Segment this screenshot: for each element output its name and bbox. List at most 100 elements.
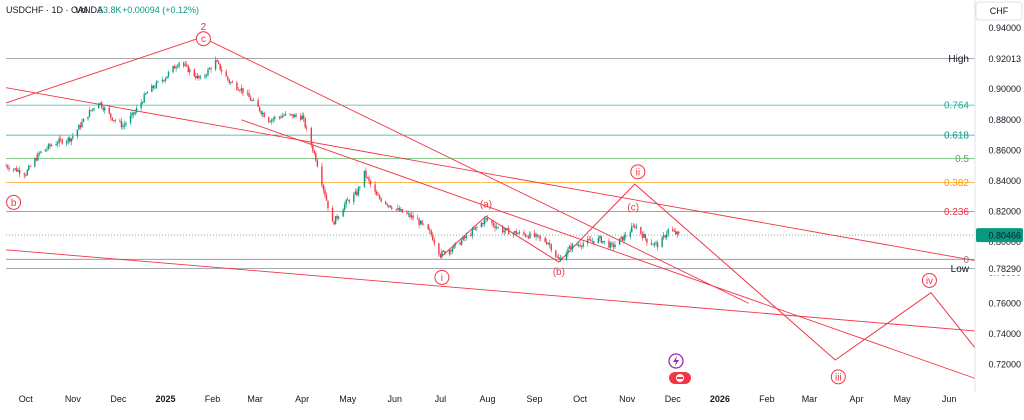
candle-body bbox=[199, 77, 202, 79]
y-tick-label: 0.86000 bbox=[988, 145, 1021, 155]
candle-body bbox=[471, 229, 473, 236]
candle-body bbox=[120, 121, 123, 128]
x-tick-label: Jun bbox=[942, 394, 957, 404]
candle-body bbox=[99, 102, 101, 104]
candle-body bbox=[184, 64, 186, 66]
candle-body bbox=[678, 231, 680, 234]
y-tick-label: 0.84000 bbox=[988, 176, 1021, 186]
y-tick-label: 0.76000 bbox=[988, 298, 1021, 308]
candle-body bbox=[295, 114, 297, 117]
candle-body bbox=[620, 236, 622, 239]
candle-body bbox=[66, 141, 68, 144]
x-tick-label: Feb bbox=[759, 394, 775, 404]
candle-body bbox=[439, 254, 442, 257]
candle-body bbox=[480, 222, 483, 228]
candle-body bbox=[146, 92, 148, 94]
candle-body bbox=[591, 241, 593, 242]
candle-body bbox=[506, 228, 508, 230]
lightning-icon[interactable] bbox=[668, 353, 684, 369]
candle-body bbox=[462, 236, 464, 241]
candle-body bbox=[558, 256, 560, 260]
x-tick-label: Nov bbox=[619, 394, 636, 404]
candle-body bbox=[451, 248, 454, 252]
candle-body bbox=[570, 246, 572, 250]
candle-body bbox=[369, 180, 372, 185]
candle-body bbox=[154, 87, 156, 89]
candle-body bbox=[227, 76, 229, 80]
candle-body bbox=[632, 225, 634, 227]
candle-body bbox=[576, 244, 578, 246]
wave-label-circle bbox=[6, 194, 22, 210]
candle-body bbox=[608, 240, 610, 248]
candle-body bbox=[667, 229, 669, 234]
candle-body bbox=[322, 185, 325, 190]
candle-body bbox=[588, 239, 590, 240]
wave-projection-path bbox=[440, 183, 976, 361]
candle-body bbox=[76, 129, 79, 137]
y-tick-label: 0.90000 bbox=[988, 84, 1021, 94]
candle-body bbox=[110, 113, 112, 118]
candle-body bbox=[579, 244, 581, 247]
candle-body bbox=[274, 116, 276, 119]
candle-body bbox=[652, 244, 654, 246]
y-tick-label: 0.94000 bbox=[988, 23, 1021, 33]
candle-body bbox=[433, 240, 436, 244]
candle-body bbox=[70, 138, 73, 142]
candle-body bbox=[25, 175, 27, 176]
candle-body bbox=[385, 201, 387, 204]
candle-body bbox=[629, 232, 631, 237]
candle-body bbox=[432, 234, 434, 241]
candle-body bbox=[325, 195, 328, 201]
candle-body bbox=[239, 90, 241, 92]
candle-body bbox=[545, 241, 548, 245]
candle-body bbox=[178, 62, 180, 67]
events-flag-icon[interactable] bbox=[669, 372, 691, 384]
candle-body bbox=[375, 191, 378, 196]
candle-body bbox=[650, 242, 653, 245]
candle-body bbox=[482, 222, 484, 225]
candle-body bbox=[91, 108, 94, 111]
candle-body bbox=[225, 71, 227, 77]
candle-body bbox=[195, 76, 197, 79]
candle-body bbox=[342, 209, 344, 217]
candle-body bbox=[88, 110, 91, 117]
candle-body bbox=[441, 251, 443, 257]
candle-body bbox=[135, 108, 138, 112]
candle-body bbox=[280, 116, 282, 118]
candle-body bbox=[257, 100, 259, 107]
candle-body bbox=[313, 150, 316, 153]
fib-value-label: 0.78290 bbox=[988, 264, 1021, 274]
candle-body bbox=[216, 60, 218, 62]
candle-body bbox=[271, 119, 273, 122]
currency-box[interactable] bbox=[975, 1, 1023, 21]
fib-label: 0.618 bbox=[944, 131, 969, 142]
candle-body bbox=[141, 102, 144, 104]
candle-body bbox=[69, 137, 71, 142]
x-tick-label: Oct bbox=[19, 394, 34, 404]
candle-body bbox=[343, 204, 346, 210]
candle-body bbox=[353, 194, 355, 203]
candle-body bbox=[454, 242, 457, 245]
candle-body bbox=[623, 235, 625, 241]
candle-body bbox=[164, 78, 167, 81]
candle-body bbox=[427, 224, 429, 230]
projection-waves-layer bbox=[440, 183, 976, 361]
candle-body bbox=[268, 117, 270, 122]
candle-body bbox=[79, 124, 82, 128]
candle-body bbox=[5, 165, 7, 167]
candle-body bbox=[230, 82, 232, 83]
x-tick-label: Apr bbox=[295, 394, 309, 404]
candle-body bbox=[612, 244, 615, 248]
candle-body bbox=[258, 106, 261, 112]
symbol-header[interactable]: USDCHF · 1D · OANDA bbox=[6, 5, 103, 15]
candle-body bbox=[40, 151, 42, 153]
candle-body bbox=[474, 227, 477, 230]
candle-body bbox=[333, 221, 335, 225]
candle-body bbox=[272, 118, 275, 120]
candle-body bbox=[430, 230, 432, 235]
candle-body bbox=[675, 231, 677, 235]
candle-body bbox=[419, 220, 422, 225]
